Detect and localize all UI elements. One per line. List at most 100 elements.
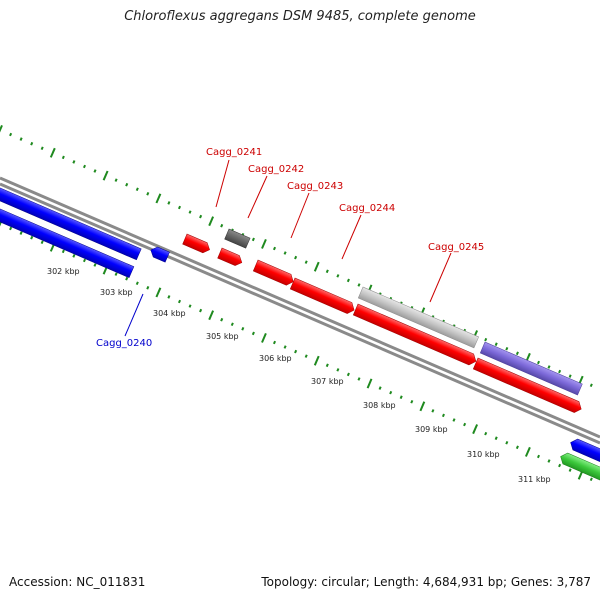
scale-tick [304,354,308,358]
scale-tick [505,440,509,445]
gene-red-long-1[interactable] [352,303,478,367]
scale-tick [30,141,34,146]
gene-red-long-2[interactable] [472,357,583,415]
scale-tick [199,214,203,219]
scale-tick [304,260,308,264]
scale-tick [261,333,267,343]
scale-tick [346,372,350,377]
forward-strand-track [182,228,583,396]
scale-tick [431,409,435,413]
scale-tick [494,436,498,440]
scale-tick [283,251,287,255]
scale-tick [558,463,562,468]
scale-tick [82,258,87,263]
gene-label-cagg-0242: Cagg_0242 [248,164,304,175]
scale-tick [125,276,129,281]
scale-label: 310 kbp [467,450,500,459]
scale-tick [61,249,65,254]
scale-tick [114,178,118,182]
scale-tick [484,431,488,436]
scale-tick [199,308,203,313]
gene-cagg-0242[interactable] [224,228,251,249]
scale-tick [325,269,329,274]
scale-tick [261,239,267,249]
scale-tick [419,401,426,412]
scale-tick [515,445,519,450]
gene-cagg-0245[interactable] [357,286,480,349]
scale-tick [336,368,340,372]
scale-tick [93,263,97,267]
scale-tick [484,337,488,342]
scale-label: 302 kbp [47,267,80,276]
scale-tick [494,342,498,346]
scale-tick [389,390,393,395]
scale-tick [188,304,192,308]
scale-tick [325,363,329,368]
gene-green-right[interactable] [558,451,600,487]
scale-tick [524,446,531,457]
scale-tick [272,340,277,345]
scale-label: 306 kbp [259,354,292,363]
gene-cagg-0243[interactable] [252,259,295,287]
scale-tick [49,147,56,158]
label-leader-lines [124,159,452,337]
scale-tick [93,169,97,173]
scale-tick [366,378,373,389]
scale-tick [378,386,382,390]
scale-tick [19,231,23,235]
gene-red-small[interactable] [217,247,244,268]
scale-tick [0,125,3,133]
scale-tick [82,164,87,169]
scale-tick [188,210,192,214]
scale-tick [505,346,509,351]
scale-label: 309 kbp [415,425,448,434]
scale-tick [251,331,255,336]
scale-tick [589,383,593,388]
scale-tick [410,399,414,404]
scale-tick [135,187,139,192]
scale-labels: 302 kbp 303 kbp 304 kbp 305 kbp 306 kbp … [47,267,551,484]
gene-label-cagg-0240: Cagg_0240 [96,338,152,349]
scale-label: 307 kbp [311,377,344,386]
scale-tick [167,201,171,205]
scale-tick [155,287,162,298]
scale-tick [589,477,593,482]
scale-tick [30,235,34,240]
scale-tick [547,365,551,369]
gene-blue-right[interactable] [568,437,600,467]
gene-cagg-0241[interactable] [182,233,212,255]
scale-tick [336,274,340,278]
scale-tick [40,146,44,151]
scale-tick [208,310,215,321]
gene-blue-left-1[interactable] [0,186,142,261]
scale-tick [472,424,479,435]
gene-blue-small[interactable] [149,245,170,263]
scale-tick [283,345,287,349]
gene-purple-segment[interactable] [479,341,583,396]
inner-strand-track [0,186,600,487]
scale-tick [357,377,361,381]
genome-stats-text: Topology: circular; Length: 4,684,931 bp… [261,575,591,589]
scale-tick [220,317,224,322]
scale-tick [135,281,139,286]
scale-tick [72,160,76,164]
scale-tick [220,223,224,228]
scale-tick [19,137,23,141]
scale-tick [536,360,541,365]
scale-tick [125,182,129,187]
accession-text: Accession: NC_011831 [9,575,146,589]
scale-label: 305 kbp [206,332,239,341]
scale-tick [230,322,234,327]
gene-cagg-0244[interactable] [289,277,356,316]
scale-tick [294,349,298,354]
scale-tick [515,351,519,356]
scale-tick [114,272,118,276]
scale-tick [568,374,572,378]
scale-tick [313,261,320,272]
scale-tick [568,468,572,472]
scale-tick [441,413,445,418]
backbone [0,176,600,445]
map-title: Chloroflexus aggregans DSM 9485, complet… [124,9,476,24]
gene-cagg-0240[interactable] [0,207,135,279]
